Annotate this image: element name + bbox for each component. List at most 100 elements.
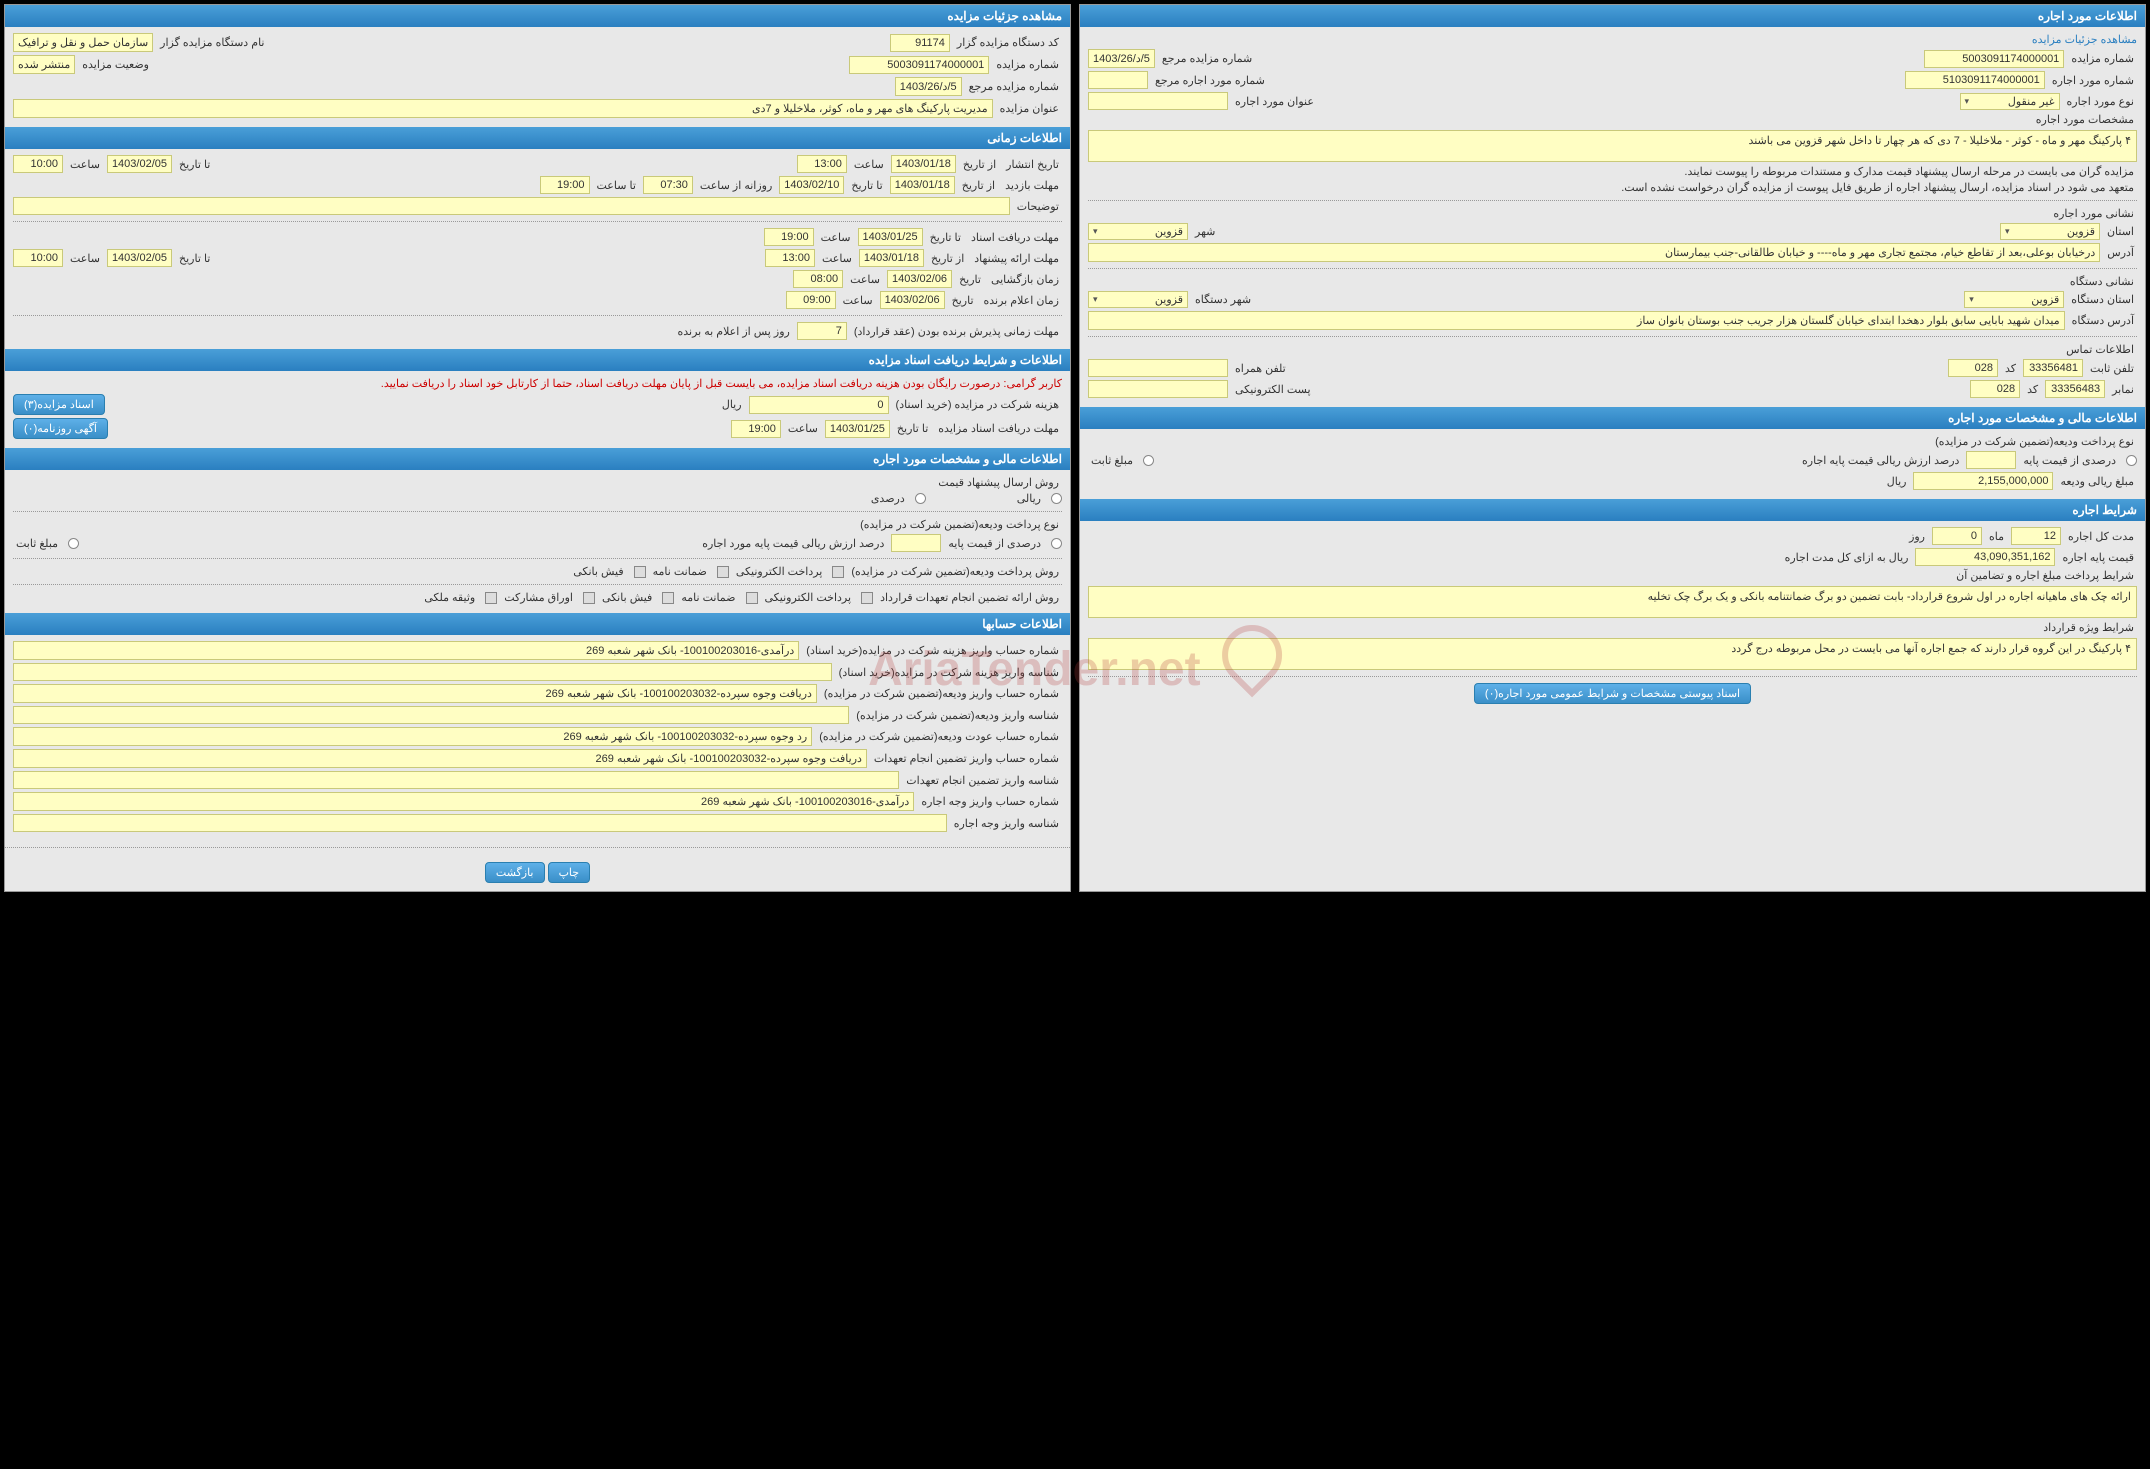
note2: متعهد می شود در اسناد مزایده، ارسال پیشن… <box>1618 181 2137 194</box>
org-city-label: شهر دستگاه <box>1192 293 1254 306</box>
address-label: آدرس <box>2104 246 2137 259</box>
fax-code-label: کد <box>2024 383 2041 396</box>
org-value: سازمان حمل و نقل و ترافیک <box>13 33 153 52</box>
cost-label: هزینه شرکت در مزایده (خرید اسناد) <box>893 398 1062 411</box>
province-select[interactable]: قزوین ▾ <box>2000 223 2100 240</box>
chevron-down-icon: ▾ <box>1965 96 1974 107</box>
guarantee-checkbox-2[interactable] <box>746 592 758 604</box>
from-label-p: از تاریخ <box>928 252 967 265</box>
spec-label: مشخصات مورد اجاره <box>2033 113 2137 126</box>
visit-from: 1403/01/18 <box>890 176 955 194</box>
org-addr-label: نشانی دستگاه <box>2067 275 2137 288</box>
attachments-button[interactable]: اسناد پیوستی مشخصات و شرایط عمومی مورد ا… <box>1474 683 1751 704</box>
chevron-down-icon: ▾ <box>1093 226 1102 237</box>
base-price-value: 43,090,351,162 <box>1915 548 2055 566</box>
open-label: زمان بازگشایی <box>988 273 1062 286</box>
bankslip-opt: فیش بانکی <box>570 565 626 578</box>
base-suffix: ریال به ازای کل مدت اجاره <box>1782 551 1912 564</box>
rial-opt: ریالی <box>1014 492 1044 505</box>
from-label: از تاریخ <box>960 158 999 171</box>
fixed-radio[interactable] <box>68 538 79 549</box>
acc2-label: شماره حساب واریز ودیعه(تضمین شرکت در مزا… <box>821 687 1062 700</box>
status-label: وضعیت مزایده <box>79 58 152 71</box>
email-label: پست الکترونیکی <box>1232 383 1314 396</box>
fixed-opt: مبلغ ثابت <box>13 537 61 550</box>
acc1-id-value <box>13 663 832 681</box>
deposit-method-label: روش پرداخت ودیعه(تضمین شرکت در مزایده) <box>848 565 1062 578</box>
org-province-select[interactable]: قزوین ▾ <box>1964 291 2064 308</box>
acc4-label: شماره حساب واریز تضمین انجام تعهدات <box>871 752 1062 765</box>
chevron-down-icon: ▾ <box>2005 226 2014 237</box>
acc1-value: درآمدی-100100203016- بانک شهر شعبه 269 <box>13 641 799 660</box>
acc1-id-label: شناسه واریز هزینه شرکت در مزایده(خرید اس… <box>836 666 1062 679</box>
auction-docs-button[interactable]: اسناد مزایده(۳) <box>13 394 105 415</box>
newspaper-button[interactable]: آگهی روزنامه(۰) <box>13 418 108 439</box>
province-label: استان <box>2104 225 2137 238</box>
bankslip-checkbox-2[interactable] <box>662 592 674 604</box>
sec-financial-header: اطلاعات مالی و مشخصات مورد اجاره <box>5 448 1070 470</box>
method-label: روش ارسال پیشنهاد قیمت <box>935 476 1062 489</box>
time-label: ساعت <box>851 158 887 171</box>
code-value: 91174 <box>890 34 950 52</box>
time-label-2: ساعت <box>67 158 103 171</box>
rial-label-l: ریال <box>1884 475 1910 488</box>
auction-no-label-l: شماره مزایده <box>2068 52 2137 65</box>
address-value: درخیابان بوعلی،بعد از تقاطع خیام، مجتمع … <box>1088 243 2100 262</box>
auction-no-label: شماره مزایده <box>993 58 1062 71</box>
sec-financial-l-header: اطلاعات مالی و مشخصات مورد اجاره <box>1080 407 2145 429</box>
bonds-opt: اوراق مشارکت <box>501 591 576 604</box>
winner-time: 09:00 <box>786 291 836 309</box>
duration-label: مدت کل اجاره <box>2065 530 2137 543</box>
payment-value: ارائه چک های ماهیانه اجاره در اول شروع ق… <box>1088 586 2137 618</box>
pct-base-radio[interactable] <box>1051 538 1062 549</box>
guarantee-opt: ضمانت نامه <box>650 565 710 578</box>
deadline-label: مهلت دریافت اسناد مزایده <box>935 422 1062 435</box>
back-button[interactable]: بازگشت <box>485 862 545 883</box>
guarantee-checkbox[interactable] <box>717 566 729 578</box>
visit-to: 1403/02/10 <box>779 176 844 194</box>
deposit-type-label-l: نوع پرداخت ودیعه(تضمین شرکت در مزایده) <box>1932 435 2137 448</box>
acc5-id-value <box>13 814 947 832</box>
pledge-opt: وثیقه ملکی <box>421 591 478 604</box>
visit-daily-to: 19:00 <box>540 176 590 194</box>
org-address-value: میدان شهید بابایی سابق بلوار دهخدا ابتدا… <box>1088 311 2065 330</box>
ref-no-label-l: شماره مزایده مرجع <box>1159 52 1255 65</box>
addr-label: نشانی مورد اجاره <box>2050 207 2137 220</box>
time-label-p: ساعت <box>819 252 855 265</box>
pct-base-radio-l[interactable] <box>2126 455 2137 466</box>
right-panel: مشاهده جزئیات مزایده کد دستگاه مزایده گز… <box>4 4 1071 892</box>
pct-value-l <box>1966 451 2016 469</box>
pledge-checkbox[interactable] <box>485 592 497 604</box>
view-details-link[interactable]: مشاهده جزئیات مزایده <box>2032 33 2137 46</box>
sec-financial-body: روش ارسال پیشنهاد قیمت ریالی درصدی نوع پ… <box>5 470 1070 613</box>
winner-date: 1403/02/06 <box>880 291 945 309</box>
org-province-label: استان دستگاه <box>2068 293 2137 306</box>
org-city-select[interactable]: قزوین ▾ <box>1088 291 1188 308</box>
time-label-d: ساعت <box>818 231 854 244</box>
deadline-date: 1403/01/25 <box>825 420 890 438</box>
type-select[interactable]: غیر منقول ▾ <box>1960 93 2060 110</box>
fax-label: نمابر <box>2109 383 2137 396</box>
rial-radio[interactable] <box>1051 493 1062 504</box>
base-price-label: قیمت پایه اجاره <box>2059 551 2137 564</box>
to-label-p: تا تاریخ <box>176 252 213 265</box>
bankslip-checkbox[interactable] <box>634 566 646 578</box>
time-label-p2: ساعت <box>67 252 103 265</box>
code-value-l: 028 <box>1948 359 1998 377</box>
visit-daily-from: 07:30 <box>643 176 693 194</box>
rent-ref-label: شماره مورد اجاره مرجع <box>1152 74 1268 87</box>
electronic-checkbox-2[interactable] <box>861 592 873 604</box>
divider-bottom <box>5 847 1070 848</box>
pct-radio[interactable] <box>915 493 926 504</box>
acc1-label: شماره حساب واریز هزینه شرکت در مزایده(خر… <box>803 644 1062 657</box>
to-label-d: تا تاریخ <box>927 231 964 244</box>
fixed-radio-l[interactable] <box>1143 455 1154 466</box>
month-label: ماه <box>1986 530 2007 543</box>
main-container: مشاهده جزئیات مزایده کد دستگاه مزایده گز… <box>0 0 2150 896</box>
bonds-checkbox[interactable] <box>583 592 595 604</box>
pub-from-time: 13:00 <box>797 155 847 173</box>
electronic-checkbox[interactable] <box>832 566 844 578</box>
electronic-opt-2: پرداخت الکترونیکی <box>762 591 855 604</box>
print-button[interactable]: چاپ <box>548 862 591 883</box>
city-select[interactable]: قزوین ▾ <box>1088 223 1188 240</box>
